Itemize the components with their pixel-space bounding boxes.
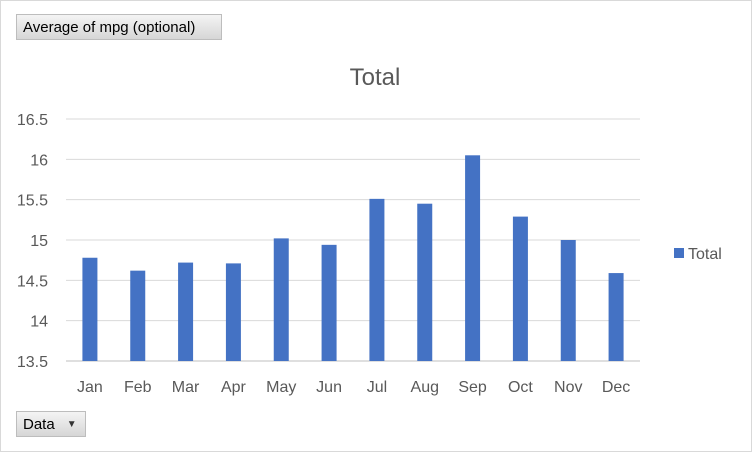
bar-jun[interactable] [321, 244, 337, 361]
legend-swatch [674, 248, 684, 258]
bar-feb[interactable] [130, 270, 146, 361]
y-tick-label: 14.5 [17, 273, 48, 290]
x-tick-label: May [266, 379, 296, 396]
bar-jul[interactable] [369, 198, 385, 361]
x-tick-label: Jul [367, 379, 387, 396]
x-tick-label: Apr [221, 379, 247, 396]
bars [82, 155, 624, 361]
gridlines [66, 118, 640, 362]
y-tick-label: 15.5 [17, 193, 48, 210]
y-tick-label: 16 [30, 152, 48, 169]
bar-may[interactable] [273, 238, 289, 361]
axis-field-label: Data [23, 416, 55, 433]
x-tick-label: Jun [316, 379, 342, 396]
x-axis: Jan Feb Mar Apr May Jun Jul Aug Sep Oct Nov Dec [77, 379, 630, 396]
x-tick-label: Dec [602, 379, 630, 396]
bar-oct[interactable] [512, 216, 528, 361]
legend-label: Total [688, 246, 722, 263]
y-axis: 13.5 14 14.5 15 15.5 16 16.5 [17, 112, 48, 371]
x-tick-label: Oct [508, 379, 533, 396]
legend: Total [674, 246, 722, 263]
bar-mar[interactable] [178, 262, 194, 361]
axis-field-button[interactable]: Data ▼ [16, 411, 86, 437]
y-tick-label: 15 [30, 233, 48, 250]
bar-dec[interactable] [608, 273, 624, 361]
bar-sep[interactable] [465, 155, 481, 361]
dropdown-arrow-icon: ▼ [66, 419, 77, 431]
chart-title: Total [350, 64, 401, 91]
y-tick-label: 13.5 [17, 354, 48, 371]
bar-jan[interactable] [82, 257, 98, 361]
bar-apr[interactable] [225, 263, 241, 361]
y-tick-label: 16.5 [17, 112, 48, 129]
x-tick-label: Jan [77, 379, 103, 396]
x-tick-label: Sep [458, 379, 487, 396]
y-tick-label: 14 [30, 314, 48, 331]
bar-aug[interactable] [417, 203, 433, 361]
value-field-button[interactable]: Average of mpg (optional) [16, 14, 222, 40]
x-tick-label: Mar [172, 379, 200, 396]
bar-nov[interactable] [560, 240, 576, 361]
x-tick-label: Aug [411, 379, 439, 396]
value-field-label: Average of mpg (optional) [23, 19, 196, 36]
x-tick-label: Nov [554, 379, 582, 396]
x-tick-label: Feb [124, 379, 152, 396]
